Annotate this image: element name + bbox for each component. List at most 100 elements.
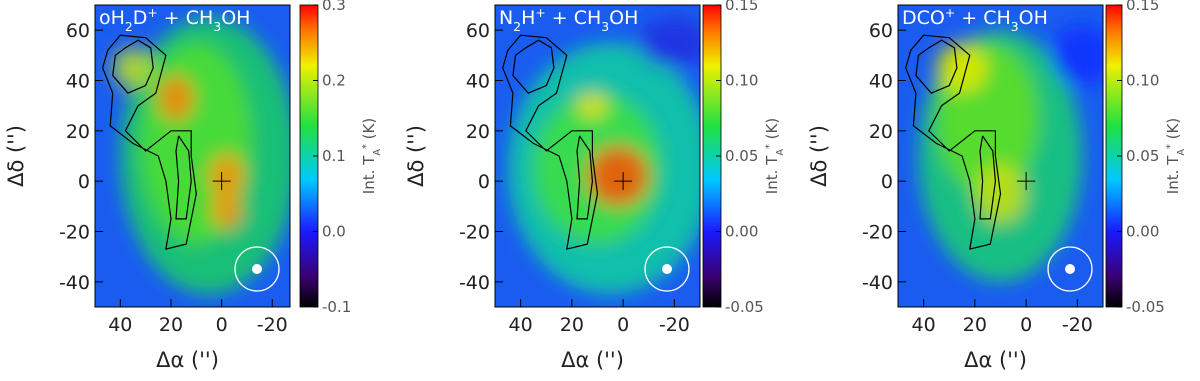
x-tick-label: 0 xyxy=(216,314,228,336)
emission xyxy=(112,17,290,295)
x-tick-label: 0 xyxy=(1020,314,1032,336)
colorbar-tick-label: 0.05 xyxy=(1126,147,1159,165)
text-part: + xyxy=(535,6,545,20)
map xyxy=(898,5,1103,307)
map-frame xyxy=(897,4,1104,308)
beam-circle xyxy=(234,246,280,292)
colorbar-label: Int. TA* (K) xyxy=(360,118,383,194)
y-axis-label: Δδ ('') xyxy=(807,125,831,187)
text-part: + xyxy=(147,6,157,20)
colorbar-tick-label: 0.2 xyxy=(322,72,346,90)
colorbar-tick-label: 0.1 xyxy=(322,147,346,165)
text-part: 2 xyxy=(513,20,521,34)
text-part: Int. T xyxy=(360,155,378,194)
x-tick-label: 0 xyxy=(617,314,629,336)
map xyxy=(495,5,700,307)
colorbar-tick-label: 0.3 xyxy=(322,0,346,14)
y-tick-label: 0 xyxy=(881,171,893,193)
x-tick-label: 20 xyxy=(963,314,987,336)
center-cross xyxy=(212,172,231,191)
colorbar-tick-label: -0.05 xyxy=(725,298,764,316)
y-tick-label: 40 xyxy=(466,71,490,93)
text-part: (K) xyxy=(1164,118,1182,144)
emission-blob xyxy=(112,47,154,89)
colorbar-label: Int. TA* (K) xyxy=(763,118,786,194)
beam-circle xyxy=(644,246,690,292)
text-part: * xyxy=(764,144,775,149)
x-axis-label: Δα ('') xyxy=(561,348,624,372)
text-part: + xyxy=(945,6,955,20)
text-part: N xyxy=(499,7,513,29)
y-tick-label: -40 xyxy=(459,272,490,294)
x-axis-label: Δα ('') xyxy=(156,348,219,372)
map-title: oH2D+ + CH3OH xyxy=(99,6,250,34)
emission-blob xyxy=(211,193,242,229)
y-tick-label: 20 xyxy=(869,121,893,143)
contour xyxy=(905,34,1002,250)
text-part: A xyxy=(372,149,383,156)
text-part: + CH xyxy=(546,7,602,29)
x-tick-label: 40 xyxy=(509,314,533,336)
y-axis-label: Δδ ('') xyxy=(404,125,428,187)
contour xyxy=(101,34,197,250)
colorbar-label: Int. TA* (K) xyxy=(1164,118,1187,194)
beam-dot xyxy=(662,264,672,274)
text-part: 3 xyxy=(601,20,609,34)
y-axis-label: Δδ ('') xyxy=(4,125,28,187)
emission-blob xyxy=(936,42,988,94)
y-tick-label: 0 xyxy=(78,171,90,193)
colorbar-tick-label: 0.00 xyxy=(1126,223,1159,241)
text-part: DCO xyxy=(902,7,945,29)
text-part: OH xyxy=(609,7,638,29)
text-part: * xyxy=(361,144,372,149)
text-part: (K) xyxy=(763,118,781,144)
emission xyxy=(507,17,700,295)
text-part: OH xyxy=(221,7,250,29)
map-frame xyxy=(494,4,701,308)
x-tick-label: 40 xyxy=(912,314,936,336)
panel: N2H+ + CH3OH 40 20 0 -20 -40 -20 0 20 40 60 Δα ('')… xyxy=(404,0,786,372)
text-part: A xyxy=(775,149,786,156)
colorbar-tick-label: 0.15 xyxy=(725,0,758,14)
panel: DCO+ + CH3OH 40 20 0 -20 -40 -20 0 20 40 60 Δα ('')… xyxy=(807,0,1187,372)
y-tick-label: 0 xyxy=(478,171,490,193)
x-tick-label: 20 xyxy=(159,314,183,336)
y-tick-label: -40 xyxy=(59,272,90,294)
x-axis-label: Δα ('') xyxy=(964,348,1027,372)
beam-dot xyxy=(252,264,262,274)
text-part: D xyxy=(133,7,148,29)
y-tick-label: 60 xyxy=(66,20,90,42)
y-tick-label: 40 xyxy=(66,71,90,93)
y-tick-label: -20 xyxy=(459,222,490,244)
text-part: 2 xyxy=(125,20,133,34)
x-tick-label: -20 xyxy=(1062,314,1093,336)
text-part: Int. T xyxy=(1164,155,1182,194)
emission-blob xyxy=(638,17,700,68)
map-title: N2H+ + CH3OH xyxy=(499,6,638,34)
y-tick-label: 60 xyxy=(466,20,490,42)
colorbar-tick-label: 0.00 xyxy=(725,223,758,241)
colorbar-tick-label: 0.15 xyxy=(1126,0,1159,14)
y-tick-label: -20 xyxy=(59,222,90,244)
emission-blob xyxy=(208,153,245,199)
center-cross xyxy=(614,172,633,191)
text-part: * xyxy=(1165,144,1176,149)
beam-circle xyxy=(1047,246,1093,292)
y-tick-label: -40 xyxy=(862,272,893,294)
emission-blob xyxy=(587,145,649,207)
text-part: 3 xyxy=(1011,20,1019,34)
text-part: (K) xyxy=(360,118,378,144)
text-part: H xyxy=(521,7,535,29)
map-title: DCO+ + CH3OH xyxy=(902,6,1048,34)
beam-dot xyxy=(1065,264,1075,274)
text-part: OH xyxy=(1019,7,1048,29)
center-cross xyxy=(1017,172,1036,191)
colorbar-tick-label: -0.1 xyxy=(322,298,351,316)
emission-blob xyxy=(1051,25,1103,86)
map xyxy=(95,5,290,307)
colorbar-tick-label: 0.10 xyxy=(1126,72,1159,90)
x-tick-label: 20 xyxy=(560,314,584,336)
text-part: + CH xyxy=(955,7,1011,29)
y-tick-label: 60 xyxy=(869,20,893,42)
